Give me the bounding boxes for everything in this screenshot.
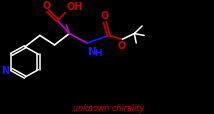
Text: O: O [101,11,109,21]
Text: H: H [94,48,101,57]
Text: OH: OH [66,2,83,12]
Text: unknown chirality: unknown chirality [73,103,144,112]
Text: O: O [117,41,126,51]
Text: O: O [43,1,51,11]
Text: N: N [1,66,9,76]
Text: N: N [88,46,97,56]
